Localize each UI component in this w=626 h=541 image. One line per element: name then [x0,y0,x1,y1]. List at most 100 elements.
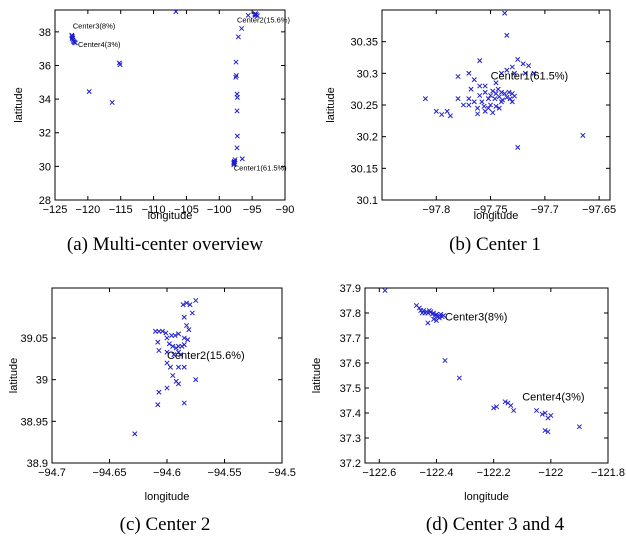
data-point [466,70,472,76]
data-point [132,431,138,437]
x-tick-label: −94.55 [208,467,242,479]
data-point [109,99,115,106]
data-point [576,424,582,430]
data-point [425,320,431,326]
data-point [416,305,422,311]
data-point [545,429,551,435]
y-tick-label: 37.9 [340,283,361,295]
y-tick-label: 37.5 [340,383,361,395]
data-point [485,105,491,111]
data-point [181,335,187,341]
data-point [542,427,548,434]
panel-center-2: −94.7 −94.65 −94.6 −94.55 −94.5 38.9 38.95 39 39… [8,287,296,535]
y-axis-label: latitude [325,87,337,122]
data-point [511,407,517,414]
data-point [164,349,170,355]
data-point [511,93,518,99]
data-point [173,9,179,15]
x-tick-label: −115 [109,204,133,216]
data-point [175,364,182,370]
data-point [506,89,512,95]
y-tick-label: 32 [39,128,51,140]
y-tick-label: 39 [36,375,48,387]
x-axis-label: longitude [145,491,190,503]
data-point [509,99,515,105]
x-tick-label: −97.75 [474,204,508,216]
data-point [502,10,508,16]
y-tick-label: 28 [39,195,51,207]
y-tick-label: 38.9 [27,458,48,470]
data-point [485,96,491,102]
x-tick-label: −94.5 [268,467,296,479]
panel-caption: (c) Center 2 [120,514,211,535]
data-point [234,133,240,139]
x-tick-label: −122.6 [362,467,396,479]
panel-multi-center-overview: −125 −120 −115 −110 −105 −100 −95 −90 28 30 32 34 36… [13,9,294,255]
data-point [234,94,240,100]
data-point [455,73,461,80]
y-axis-label: latitude [13,87,25,122]
data-point [496,105,502,111]
data-point [539,411,545,417]
plot-frame [54,9,286,201]
data-point [479,99,485,105]
data-point [468,86,474,92]
data-point [185,337,191,343]
data-point [471,77,477,83]
data-point [425,310,431,316]
data-point [542,410,548,416]
x-tick-label: −90 [276,204,295,216]
y-tick-label: 30.25 [350,100,378,112]
data-point [181,342,187,348]
data-point [245,12,251,18]
data-point [520,61,526,67]
data-point [471,99,477,105]
data-point [169,332,175,339]
data-point [477,58,483,64]
data-point [155,339,161,345]
data-point [189,310,195,316]
data-point [254,13,260,19]
data-point [490,110,496,116]
data-point [167,364,174,370]
y-tick-label: 30 [39,161,51,173]
data-point [86,88,92,95]
y-tick-label: 37.4 [340,408,361,420]
data-point [239,25,245,32]
data-point [421,307,427,314]
data-point [522,70,528,76]
annotation-label: Center4(3%) [522,392,584,404]
data-point [166,341,172,347]
data-point [507,96,513,102]
data-point [186,327,192,333]
data-point [447,113,453,119]
y-tick-label: 38 [39,27,51,39]
data-point [382,287,388,294]
data-point [491,405,497,411]
data-point [508,402,514,409]
data-point [548,412,554,419]
x-tick-label: −97.8 [422,204,450,216]
data-point [441,312,447,319]
data-point [233,59,239,65]
x-tick-label: −120 [75,204,100,216]
y-tick-label: 37.8 [340,308,361,320]
data-point [433,311,440,317]
data-point [455,96,461,102]
y-tick-label: 37.3 [340,433,361,445]
x-tick-label: −94.65 [93,467,127,479]
data-point [117,62,123,68]
x-tick-label: −121.8 [591,467,625,479]
data-point [515,144,521,150]
data-point [498,89,504,95]
data-point [159,328,165,334]
data-point [183,322,190,329]
data-point [482,83,488,89]
y-tick-label: 39.05 [20,333,48,345]
x-tick-label: −122.4 [419,467,453,479]
data-point [515,56,521,62]
data-point [233,74,239,80]
data-point [433,108,439,114]
data-point [466,96,472,102]
annotation-label: Center4(3%) [78,40,121,49]
